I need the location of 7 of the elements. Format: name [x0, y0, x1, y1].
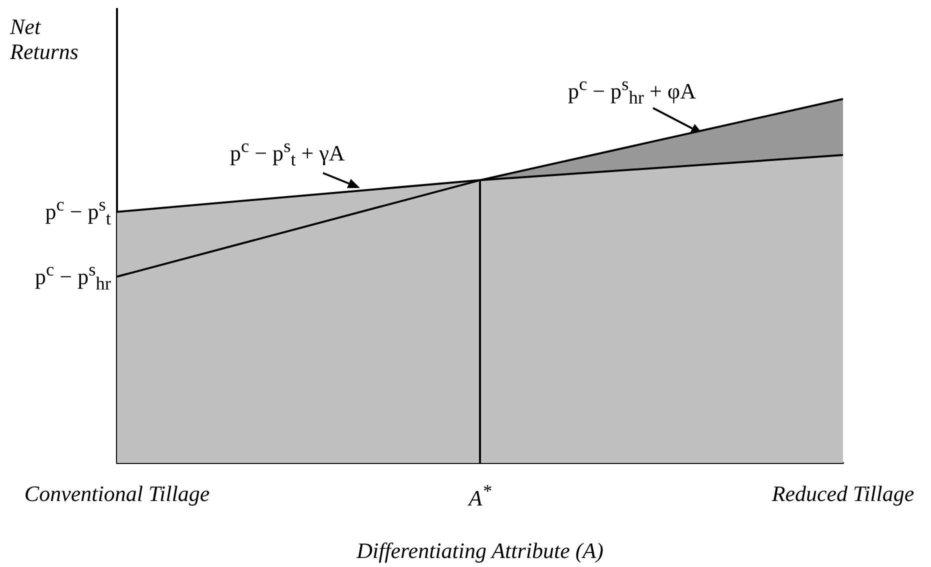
- annotation: p$^{c}$ − p$^{s}$$_{t}$ + γA: [230, 136, 345, 171]
- x-tick-label: Reduced Tillage: [772, 481, 914, 506]
- y-axis-title: Net Returns: [10, 14, 80, 65]
- x-axis-title: Differentiating Attribute (A): [356, 538, 604, 564]
- x-tick-label: A$^{*}$: [468, 481, 492, 511]
- annotation: p$^{c}$ − p$^{s}$$_{hr}$ + φA: [568, 74, 696, 109]
- x-tick-label: Conventional Tillage: [24, 481, 210, 506]
